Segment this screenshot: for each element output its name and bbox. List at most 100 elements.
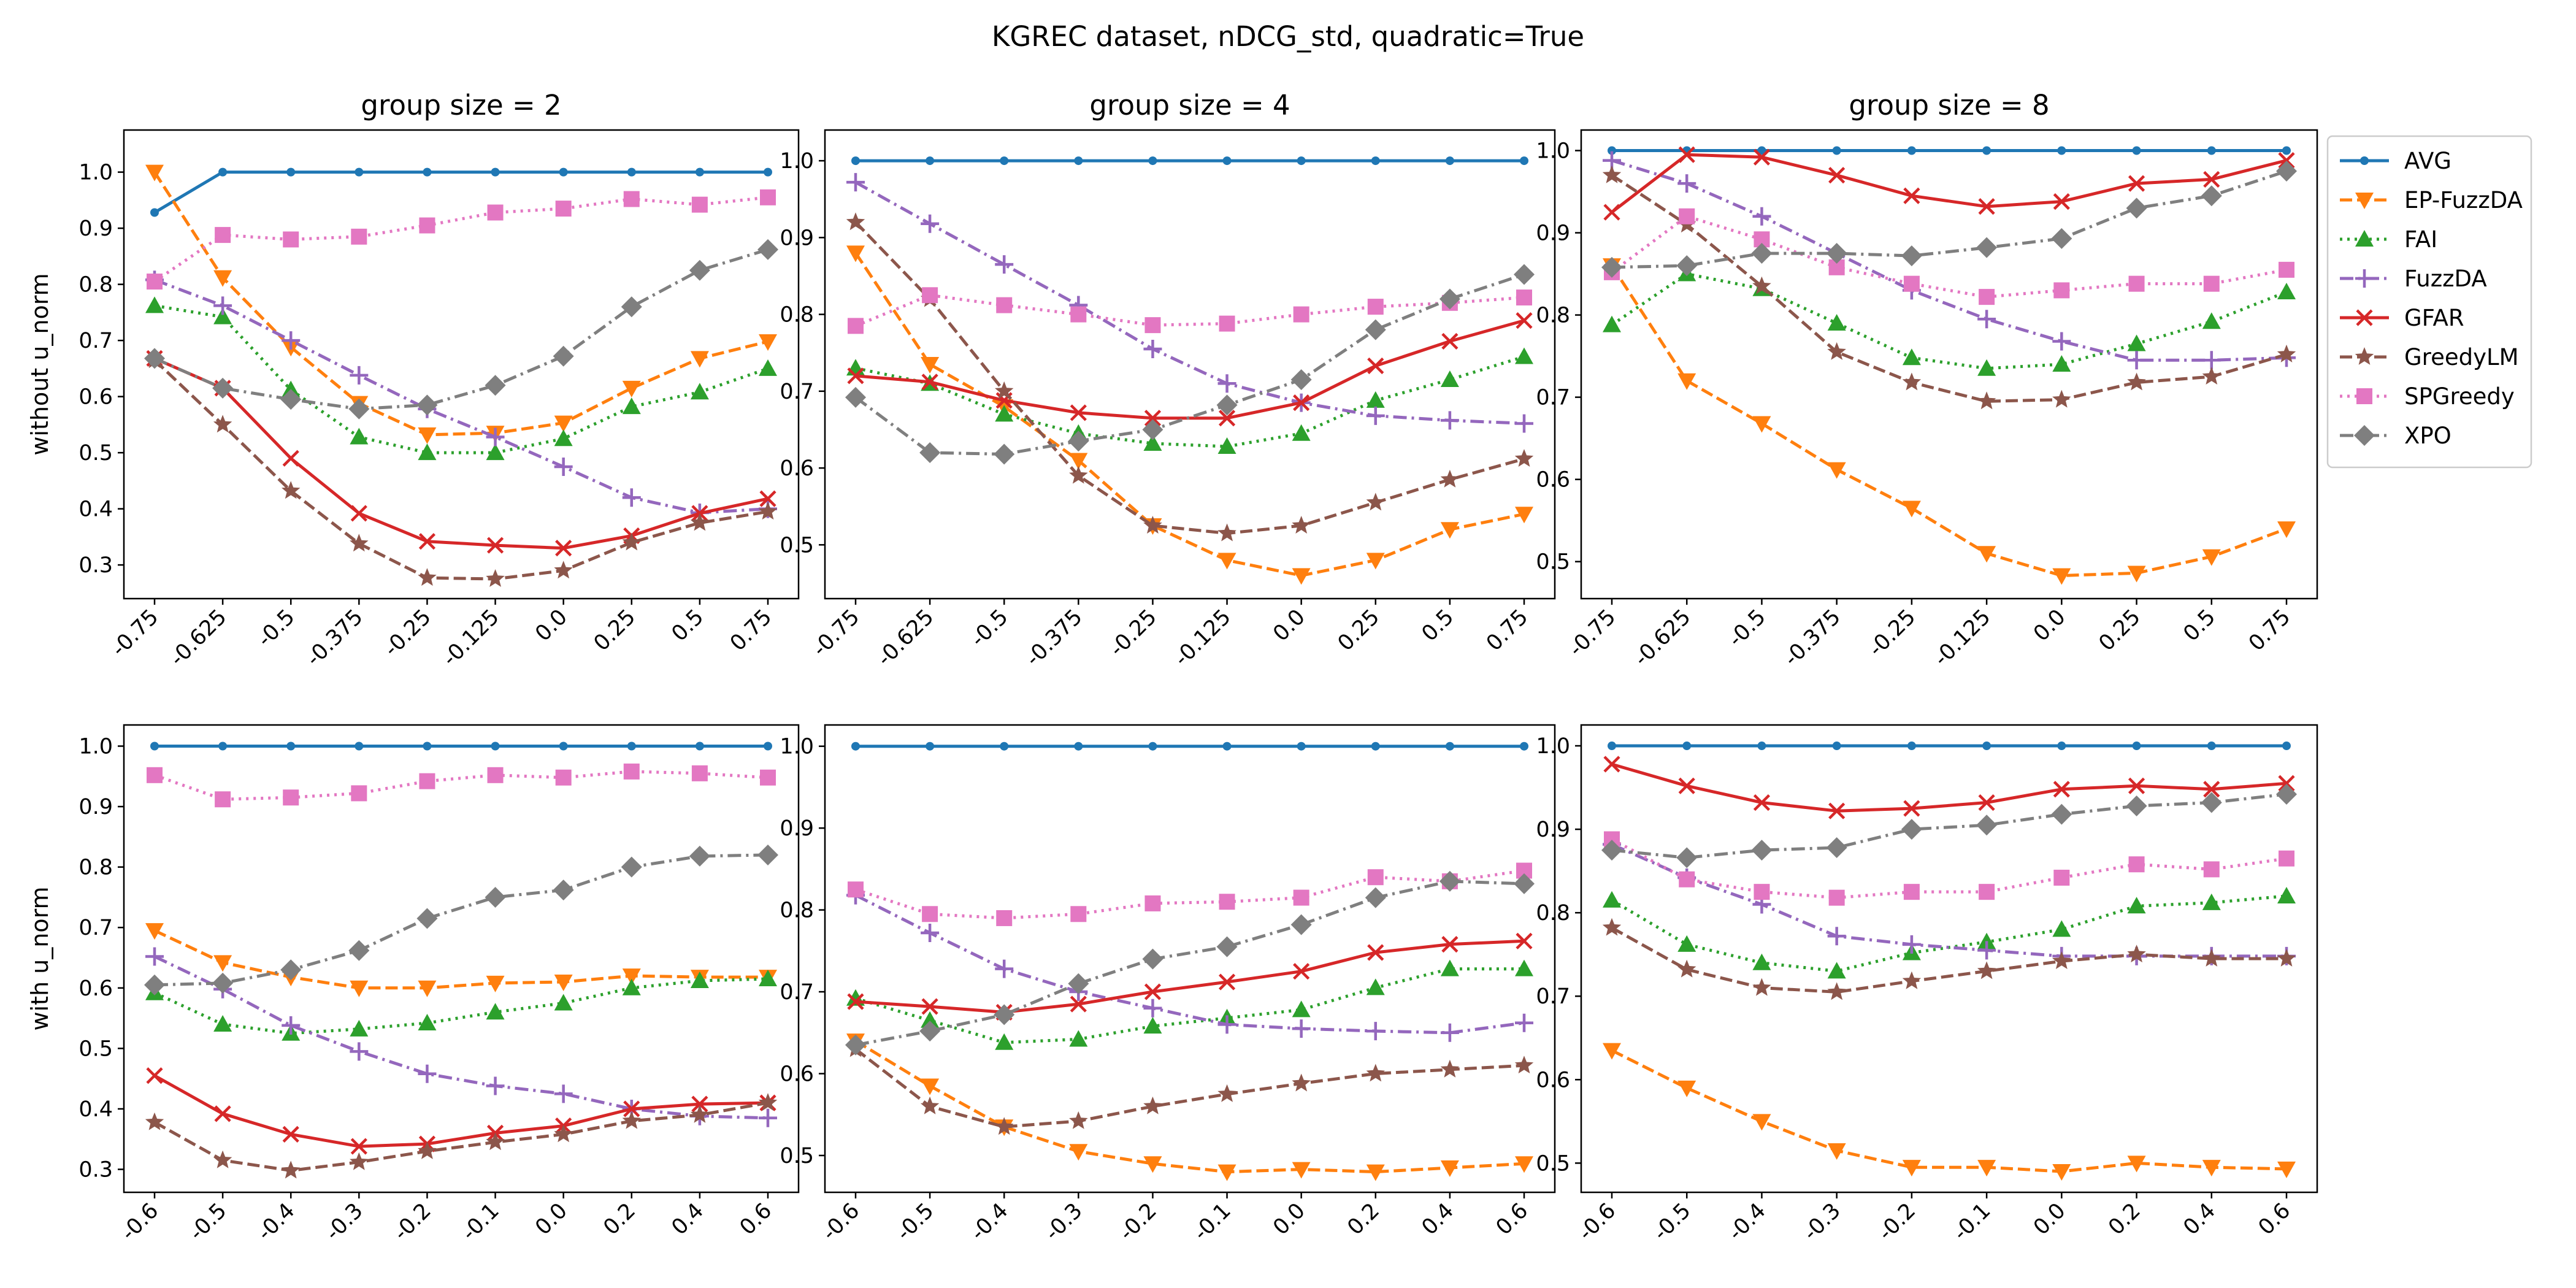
data-point-fai xyxy=(1143,1017,1162,1034)
y-tick-label: 0.6 xyxy=(1536,1068,1570,1092)
data-point-gfar xyxy=(1441,332,1459,350)
data-point-spgreedy xyxy=(1516,289,1532,306)
series-xpo xyxy=(845,264,1535,465)
data-point-fai xyxy=(486,1003,505,1020)
data-point-gfar xyxy=(623,1100,640,1117)
series-fai xyxy=(1603,264,2296,376)
data-point-avg xyxy=(1148,156,1157,166)
y-tick-label: 0.6 xyxy=(79,385,113,410)
data-point-fuzzda xyxy=(1440,411,1459,430)
legend-label: FuzzDA xyxy=(2404,266,2487,292)
series-xpo xyxy=(144,844,778,995)
data-point-fai xyxy=(1603,891,1621,908)
series-avg xyxy=(1608,146,2291,155)
data-point-ep-fuzzda xyxy=(1752,416,1771,433)
data-point-fai xyxy=(759,970,777,987)
data-point-xpo xyxy=(1142,419,1163,440)
data-point-fuzzda xyxy=(1217,374,1236,393)
y-tick-label: 0.9 xyxy=(79,217,113,241)
data-point-spgreedy xyxy=(1979,884,1995,900)
data-point-xpo xyxy=(348,940,370,961)
data-point-greedylm xyxy=(1366,1064,1385,1082)
legend-marker-ep-fuzzda xyxy=(2355,193,2374,209)
y-tick-label: 0.4 xyxy=(79,1097,113,1122)
data-point-fai xyxy=(1217,437,1236,454)
legend-label: GFAR xyxy=(2404,305,2464,331)
data-point-spgreedy xyxy=(1367,299,1384,315)
data-point-greedylm xyxy=(282,1160,301,1179)
data-point-spgreedy xyxy=(1070,306,1087,323)
data-point-avg xyxy=(423,742,432,751)
data-point-greedylm xyxy=(920,1096,940,1114)
data-point-spgreedy xyxy=(487,767,504,783)
y-tick-label: 0.5 xyxy=(79,1037,113,1061)
data-point-gfar xyxy=(146,1067,163,1084)
y-tick-label: 0.7 xyxy=(1536,984,1570,1009)
data-point-fai xyxy=(690,383,709,400)
plot-area xyxy=(1601,146,2297,585)
data-point-spgreedy xyxy=(2203,275,2220,292)
data-point-greedylm xyxy=(1977,961,1996,979)
axes-frame xyxy=(123,724,800,1194)
data-point-avg xyxy=(1608,146,1616,155)
legend-marker-fuzzda xyxy=(2355,269,2374,288)
data-point-fai xyxy=(1143,434,1162,451)
data-point-greedylm xyxy=(1217,523,1236,542)
data-point-fuzzda xyxy=(921,214,940,233)
data-point-fuzzda xyxy=(2052,332,2071,351)
data-point-gfar xyxy=(2278,775,2295,792)
data-point-xpo xyxy=(1826,837,1847,859)
plot-area xyxy=(845,156,1535,585)
data-point-fai xyxy=(921,1011,940,1028)
y-tick-label: 0.3 xyxy=(79,1158,113,1183)
series-line-fuzzda xyxy=(153,955,769,1120)
data-point-gfar xyxy=(1678,777,1695,794)
series-line-fai xyxy=(1611,894,2287,973)
data-point-gfar xyxy=(282,1125,299,1143)
data-point-greedylm xyxy=(1902,372,1922,391)
data-point-spgreedy xyxy=(419,217,435,234)
data-point-fuzzda xyxy=(1143,339,1162,358)
data-point-gfar xyxy=(759,490,776,507)
data-point-greedylm xyxy=(622,1111,641,1129)
series-line-spgreedy xyxy=(1611,215,2287,299)
series-xpo xyxy=(845,870,1535,1056)
data-point-gfar xyxy=(418,533,436,550)
series-line-spgreedy xyxy=(1611,838,2287,900)
data-point-avg xyxy=(627,742,636,751)
legend-entry-ep-fuzzda: EP-FuzzDA xyxy=(2340,187,2523,213)
data-point-fai xyxy=(2127,897,2146,914)
data-point-xpo xyxy=(1365,887,1386,908)
series-avg xyxy=(150,167,772,217)
series-line-spgreedy xyxy=(154,770,769,801)
series-line-fai xyxy=(154,304,769,454)
legend-marker-gfar xyxy=(2356,309,2373,326)
data-point-fai xyxy=(1292,1000,1311,1018)
data-point-fuzzda xyxy=(554,1084,573,1103)
data-point-spgreedy xyxy=(215,227,231,243)
data-point-gfar xyxy=(2053,193,2070,210)
data-point-spgreedy xyxy=(996,297,1013,313)
data-point-xpo xyxy=(1068,431,1089,452)
data-point-avg xyxy=(1371,742,1380,751)
data-point-greedylm xyxy=(350,1152,369,1170)
series-line-greedylm xyxy=(153,1101,769,1172)
y-tick-label: 1.0 xyxy=(780,149,814,174)
data-point-fai xyxy=(2277,886,2296,903)
data-point-fuzzda xyxy=(1440,1023,1459,1042)
series-fai xyxy=(145,296,777,461)
data-point-ep-fuzzda xyxy=(622,968,641,986)
data-point-xpo xyxy=(1290,369,1312,391)
data-point-greedylm xyxy=(554,1124,573,1143)
data-point-greedylm xyxy=(690,513,710,531)
series-line-fai xyxy=(1611,272,2287,370)
data-point-fai xyxy=(2277,283,2296,300)
y-tick-label: 0.8 xyxy=(780,899,814,923)
data-point-spgreedy xyxy=(1219,315,1235,332)
data-point-xpo xyxy=(212,377,234,399)
data-point-gfar xyxy=(350,505,367,522)
data-point-ep-fuzzda xyxy=(690,351,709,368)
data-point-gfar xyxy=(1218,410,1236,427)
y-tick-label: 0.9 xyxy=(1536,818,1570,842)
data-point-fai xyxy=(2127,334,2146,351)
